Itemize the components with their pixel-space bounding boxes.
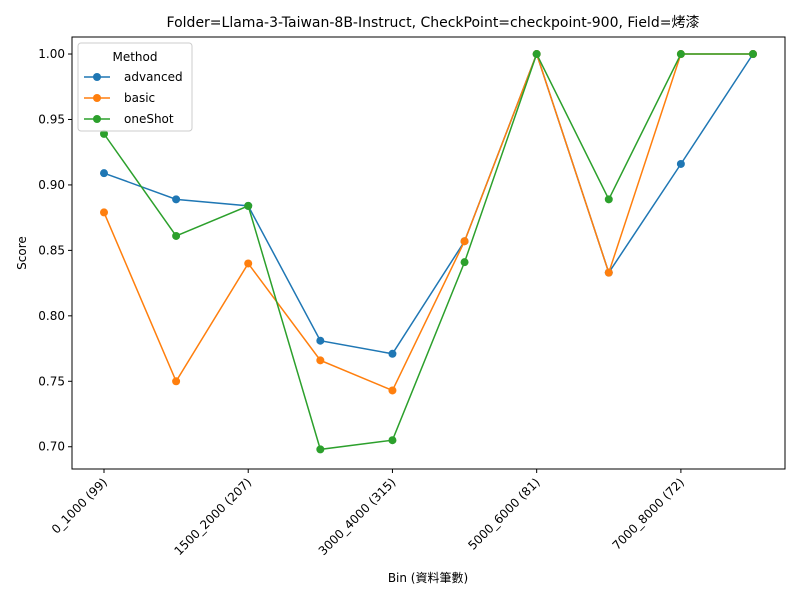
data-point-oneShot (749, 50, 757, 58)
data-point-advanced (100, 169, 108, 177)
data-point-basic (605, 269, 613, 277)
legend-label-oneShot: oneShot (124, 112, 174, 126)
legend-marker-advanced (93, 73, 101, 81)
y-axis-label: Score (15, 236, 29, 270)
y-tick-label: 1.00 (38, 47, 65, 61)
legend-label-advanced: advanced (124, 70, 183, 84)
data-point-oneShot (461, 258, 469, 266)
data-point-oneShot (244, 202, 252, 210)
x-axis-label: Bin (資料筆數) (388, 571, 468, 585)
data-point-basic (388, 386, 396, 394)
data-point-advanced (172, 195, 180, 203)
data-point-oneShot (605, 195, 613, 203)
legend-title: Method (112, 50, 157, 64)
data-point-oneShot (388, 436, 396, 444)
data-point-oneShot (172, 232, 180, 240)
data-point-basic (461, 237, 469, 245)
y-tick-label: 0.80 (38, 309, 65, 323)
legend-marker-oneShot (93, 115, 101, 123)
chart-title: Folder=Llama-3-Taiwan-8B-Instruct, Check… (167, 15, 700, 31)
data-point-oneShot (316, 445, 324, 453)
data-point-oneShot (533, 50, 541, 58)
y-tick-label: 0.90 (38, 178, 65, 192)
legend: Method advanced basic oneShot (78, 43, 192, 131)
data-point-basic (172, 377, 180, 385)
data-point-advanced (388, 350, 396, 358)
legend-label-basic: basic (124, 91, 155, 105)
data-point-advanced (677, 160, 685, 168)
y-tick-label: 0.85 (38, 243, 65, 257)
data-point-basic (316, 356, 324, 364)
y-tick-label: 0.95 (38, 112, 65, 126)
data-point-basic (100, 208, 108, 216)
data-point-advanced (316, 337, 324, 345)
y-tick-label: 0.75 (38, 374, 65, 388)
legend-marker-basic (93, 94, 101, 102)
data-point-oneShot (677, 50, 685, 58)
y-tick-label: 0.70 (38, 440, 65, 454)
data-point-basic (244, 259, 252, 267)
